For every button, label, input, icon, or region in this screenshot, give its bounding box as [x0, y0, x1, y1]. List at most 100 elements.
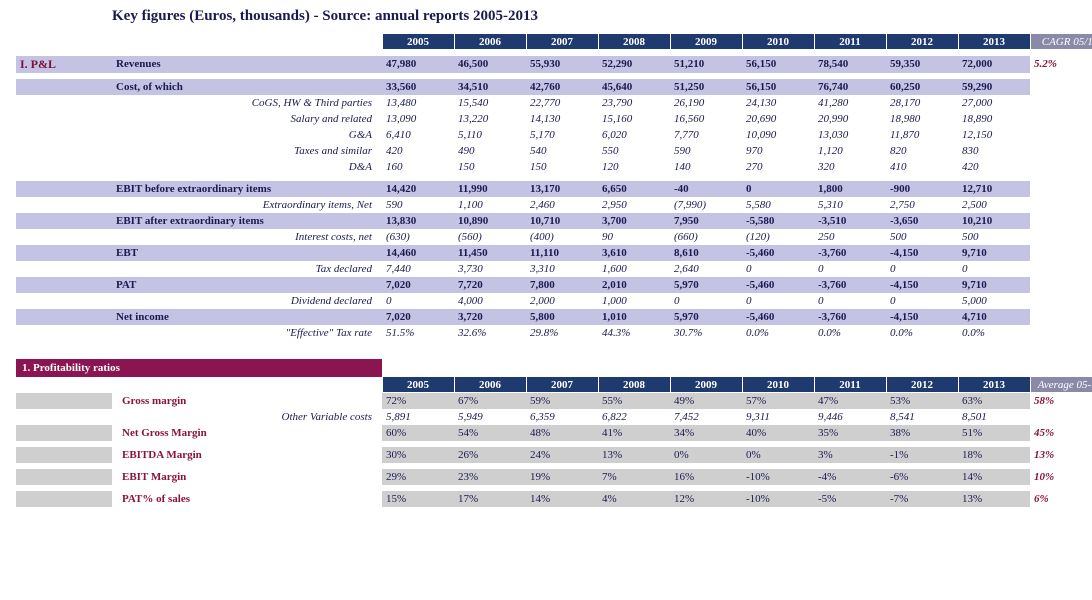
- prof-table: 1. Profitability ratios20052006200720082…: [16, 359, 1092, 507]
- cell-value: 550: [598, 143, 670, 159]
- cell-value: 7,020: [382, 277, 454, 293]
- cell-value: 0: [814, 261, 886, 277]
- cell-value: 0: [886, 261, 958, 277]
- prof-row-label: Net Gross Margin: [112, 425, 382, 441]
- cagr-value: [1030, 325, 1092, 341]
- row-label-sub: G&A: [112, 127, 382, 143]
- year-head: 2013: [958, 34, 1030, 50]
- cell-value: -4%: [814, 469, 886, 485]
- avg-value: 6%: [1030, 491, 1092, 507]
- cell-value: 38%: [886, 425, 958, 441]
- year-head: 2012: [886, 377, 958, 393]
- cell-value: -3,760: [814, 245, 886, 261]
- avg-value: 58%: [1030, 393, 1092, 409]
- cell-value: 14,420: [382, 181, 454, 197]
- cell-value: 5,110: [454, 127, 526, 143]
- cell-value: 49%: [670, 393, 742, 409]
- table-row: Gross margin72%67%59%55%49%57%47%53%63%5…: [16, 393, 1092, 409]
- cell-value: 5,170: [526, 127, 598, 143]
- cell-value: 3,720: [454, 309, 526, 325]
- table-row: Extraordinary items, Net5901,1002,4602,9…: [16, 197, 1092, 213]
- page-title: Key figures (Euros, thousands) - Source:…: [112, 8, 1076, 25]
- avg-value: [1030, 409, 1092, 425]
- cell-value: 53%: [886, 393, 958, 409]
- row-label-main: Revenues: [112, 56, 382, 73]
- cell-value: 67%: [454, 393, 526, 409]
- cell-value: 540: [526, 143, 598, 159]
- cell-value: 18,890: [958, 111, 1030, 127]
- year-head: 2008: [598, 377, 670, 393]
- row-label-main: Net income: [112, 309, 382, 325]
- cell-value: 13,170: [526, 181, 598, 197]
- cell-value: 32.6%: [454, 325, 526, 341]
- cell-value: 2,640: [670, 261, 742, 277]
- cell-value: 9,446: [814, 409, 886, 425]
- cagr-value: [1030, 277, 1092, 293]
- cell-value: 1,000: [598, 293, 670, 309]
- cell-value: 4%: [598, 491, 670, 507]
- pl-table: 200520062007200820092010201120122013CAGR…: [16, 33, 1092, 341]
- table-row: Dividend declared04,0002,0001,00000005,0…: [16, 293, 1092, 309]
- cell-value: 5,891: [382, 409, 454, 425]
- cell-value: 23%: [454, 469, 526, 485]
- cell-value: 1,010: [598, 309, 670, 325]
- prof-row-label: Gross margin: [112, 393, 382, 409]
- cell-value: 12,710: [958, 181, 1030, 197]
- cell-value: 7,020: [382, 309, 454, 325]
- cell-value: 35%: [814, 425, 886, 441]
- cell-value: 41%: [598, 425, 670, 441]
- cell-value: 45,640: [598, 79, 670, 95]
- cell-value: 5,310: [814, 197, 886, 213]
- cell-value: 3%: [814, 447, 886, 463]
- cell-value: 160: [382, 159, 454, 175]
- cell-value: 3,610: [598, 245, 670, 261]
- row-label-sub: D&A: [112, 159, 382, 175]
- cell-value: 34,510: [454, 79, 526, 95]
- cell-value: -4,150: [886, 245, 958, 261]
- cell-value: 7,452: [670, 409, 742, 425]
- cagr-value: [1030, 111, 1092, 127]
- cell-value: 20,990: [814, 111, 886, 127]
- year-head: 2011: [814, 34, 886, 50]
- cell-value: 29%: [382, 469, 454, 485]
- cell-value: 9,710: [958, 245, 1030, 261]
- cell-value: 1,100: [454, 197, 526, 213]
- table-row: PAT7,0207,7207,8002,0105,970-5,460-3,760…: [16, 277, 1092, 293]
- cell-value: 0%: [670, 447, 742, 463]
- cell-value: 2,460: [526, 197, 598, 213]
- cell-value: 22,770: [526, 95, 598, 111]
- cell-value: 820: [886, 143, 958, 159]
- cell-value: 46,500: [454, 56, 526, 73]
- cell-value: 56,150: [742, 79, 814, 95]
- cell-value: 16%: [670, 469, 742, 485]
- cell-value: 590: [670, 143, 742, 159]
- cell-value: 5,949: [454, 409, 526, 425]
- table-row: Other Variable costs5,8915,9496,3596,822…: [16, 409, 1092, 425]
- cell-value: 0: [814, 293, 886, 309]
- cell-value: 5,970: [670, 277, 742, 293]
- cell-value: -5,460: [742, 277, 814, 293]
- cell-value: 11,110: [526, 245, 598, 261]
- cell-value: 12%: [670, 491, 742, 507]
- cell-value: 14,460: [382, 245, 454, 261]
- cell-value: 48%: [526, 425, 598, 441]
- row-label-sub: Taxes and similar: [112, 143, 382, 159]
- row-label-sub: "Effective" Tax rate: [112, 325, 382, 341]
- year-head: 2008: [598, 34, 670, 50]
- cell-value: (660): [670, 229, 742, 245]
- cell-value: 13,830: [382, 213, 454, 229]
- cell-value: 320: [814, 159, 886, 175]
- cell-value: 4,710: [958, 309, 1030, 325]
- avg-value: 45%: [1030, 425, 1092, 441]
- cell-value: 0.0%: [958, 325, 1030, 341]
- table-row: G&A6,4105,1105,1706,0207,77010,09013,030…: [16, 127, 1092, 143]
- year-head: 2005: [382, 377, 454, 393]
- table-row: D&A160150150120140270320410420: [16, 159, 1092, 175]
- cagr-value: [1030, 143, 1092, 159]
- cell-value: (630): [382, 229, 454, 245]
- cell-value: 33,560: [382, 79, 454, 95]
- cell-value: 500: [958, 229, 1030, 245]
- year-head: 2007: [526, 377, 598, 393]
- cell-value: 15,160: [598, 111, 670, 127]
- cell-value: 16,560: [670, 111, 742, 127]
